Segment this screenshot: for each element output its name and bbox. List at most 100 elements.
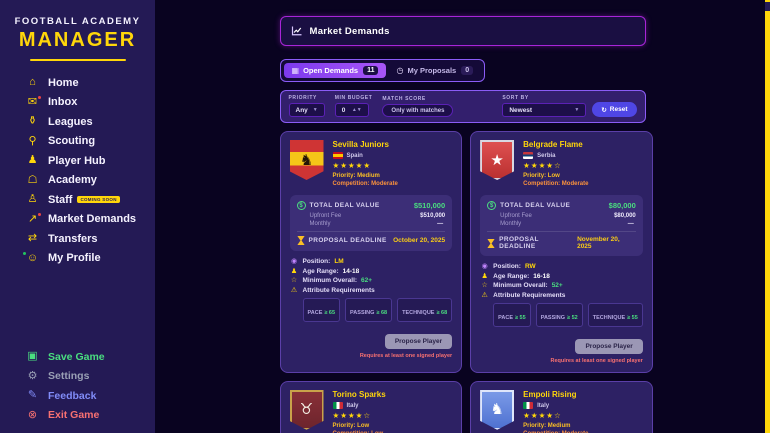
vertical-scrollbar[interactable] — [765, 0, 770, 433]
club-name: Belgrade Flame — [523, 140, 583, 149]
total-value: $510,000 — [413, 201, 446, 211]
country-flag — [523, 402, 534, 410]
club-header: ♞ Sevilla Juniors Spain ★★★★★ Priority: … — [289, 140, 453, 188]
signed-player-requirement-note: Requires at least one signed player — [359, 352, 453, 359]
deal-value-panel: $ TOTAL DEAL VALUE $80,000 Upfront Fee $… — [480, 195, 643, 257]
star-icon: ☆ — [481, 282, 488, 290]
sidebar-item-label: Market Demands — [48, 213, 137, 226]
monthly-label: Monthly — [309, 221, 331, 228]
sidebar-item-label: Transfers — [48, 232, 98, 245]
country-flag — [332, 402, 343, 410]
attribute-requirements-label: Attribute Requirements — [493, 291, 566, 299]
sidebar-item-my-profile[interactable]: ☺ My Profile — [22, 249, 155, 269]
refresh-icon: ↻ — [601, 106, 607, 114]
main-content: Market Demands ▦ Open Demands 11 ◷ My Pr… — [155, 0, 770, 433]
chevron-down-icon: ▼ — [574, 107, 580, 113]
reset-label: Reset — [609, 106, 628, 113]
min-budget-filter-group: MIN BUDGET 0 ▲▼ — [334, 95, 373, 117]
competition-text: Competition: Moderate — [523, 181, 589, 188]
inbox-notification-dot — [37, 94, 42, 100]
min-budget-input[interactable]: 0 ▲▼ — [334, 103, 369, 117]
sort-group: SORT BY Newest ▼ ↻ Reset — [502, 95, 637, 117]
tab-label: Open Demands — [303, 66, 359, 75]
club-name: Torino Sparks — [332, 389, 386, 399]
position-pin-icon: ◉ — [290, 258, 298, 266]
club-star-rating: ★★★★☆ — [523, 410, 562, 420]
players-icon: ♟ — [27, 154, 38, 167]
priority-text: Priority: Medium — [332, 173, 380, 180]
country-flag — [332, 152, 343, 160]
competition-text: Competition: Moderate — [332, 181, 398, 188]
sidebar-item-label: My Profile — [48, 252, 101, 265]
sidebar-item-staff[interactable]: ♙ Staff COMING SOON — [26, 190, 155, 210]
sidebar-item-home[interactable]: ⌂ Home — [26, 73, 155, 93]
clock-icon: ◷ — [396, 65, 404, 75]
power-icon: ⊗ — [27, 408, 38, 421]
minimum-overall-value: 62+ — [361, 277, 373, 285]
crest-emblem-icon: ♉ — [299, 401, 314, 419]
tabs: ▦ Open Demands 11 ◷ My Proposals 0 — [279, 59, 486, 82]
sidebar-item-leagues[interactable]: ⚱ Leagues — [26, 112, 155, 132]
requirements-section: ◉ Position: LM ♟ Age Range: 14-18 ☆ Mini… — [290, 258, 453, 322]
sidebar-nav: ⌂ Home ✉ Inbox ⚱ Leagues ⚲ Scouting ♟ Pl… — [0, 73, 155, 268]
attribute-chip: PASSING ≥ 68 — [345, 297, 393, 322]
propose-player-button[interactable]: Propose Player — [384, 333, 453, 349]
monthly-value: — — [627, 221, 634, 228]
crest-emblem-icon: ♞ — [490, 401, 504, 419]
sidebar-item-label: Scouting — [48, 135, 96, 148]
trophy-icon: ⚱ — [27, 115, 38, 128]
open-demands-count-badge: 11 — [363, 66, 379, 75]
sidebar-item-scouting[interactable]: ⚲ Scouting — [26, 132, 155, 152]
save-game-label: Save Game — [48, 350, 105, 363]
attribute-chips: PACE ≥ 55 PASSING ≥ 52 TECHNIQUE ≥ 55 — [480, 302, 643, 327]
market-notification-dot — [37, 211, 42, 217]
country-flag — [523, 152, 534, 160]
only-with-matches-toggle[interactable]: Only with matches — [382, 104, 454, 117]
age-range-value: 14-18 — [342, 267, 360, 275]
propose-player-button[interactable]: Propose Player — [575, 338, 643, 354]
tab-open-demands[interactable]: ▦ Open Demands 11 — [283, 63, 387, 78]
sidebar-item-player-hub[interactable]: ♟ Player Hub — [26, 151, 155, 171]
club-header: ♉ Torino Sparks Italy ★★★★☆ Priority: Lo… — [289, 389, 453, 433]
sidebar-item-transfers[interactable]: ⇄ Transfers — [26, 229, 155, 249]
scrollbar-thumb[interactable] — [765, 2, 770, 11]
priority-select[interactable]: Any ▼ — [288, 103, 325, 117]
save-game-button[interactable]: ▣ Save Game — [26, 347, 105, 367]
club-name: Empoli Rising — [523, 389, 577, 399]
divider — [487, 231, 636, 233]
monthly-value: — — [437, 221, 444, 228]
crest-emblem-icon: ★ — [490, 151, 504, 169]
demand-card: ♉ Torino Sparks Italy ★★★★☆ Priority: Lo… — [279, 380, 463, 433]
sort-select[interactable]: Newest ▼ — [502, 103, 587, 117]
market-demands-chart-icon — [291, 26, 301, 36]
minimum-overall-label: Minimum Overall: — [302, 277, 358, 285]
graduation-cap-icon: ☖ — [27, 173, 38, 186]
club-crest: ★ — [480, 140, 515, 180]
star-icon: ☆ — [290, 277, 298, 285]
reset-filters-button[interactable]: ↻ Reset — [592, 102, 637, 117]
settings-button[interactable]: ⚙ Settings — [26, 367, 105, 387]
min-budget-filter-label: MIN BUDGET — [334, 95, 373, 101]
proposal-deadline-date: October 20, 2025 — [393, 237, 446, 245]
minimum-overall-value: 52+ — [551, 282, 563, 290]
list-icon: ▦ — [291, 65, 300, 75]
club-header: ♞ Empoli Rising Italy ★★★★☆ Priority: Me… — [480, 389, 643, 433]
sidebar-item-inbox[interactable]: ✉ Inbox — [26, 93, 155, 113]
sidebar-item-market-demands[interactable]: ↗ Market Demands — [26, 210, 155, 230]
exit-game-button[interactable]: ⊗ Exit Game — [26, 406, 105, 426]
brand-line1: FOOTBALL ACADEMY — [14, 16, 141, 27]
exit-game-label: Exit Game — [48, 409, 100, 422]
page-title: Market Demands — [309, 25, 390, 37]
attribute-chip: PACE ≥ 65 — [302, 297, 341, 322]
my-proposals-count-badge: 0 — [461, 66, 474, 75]
position-label: Position: — [302, 258, 331, 266]
position-pin-icon: ◉ — [481, 263, 488, 271]
priority-text: Priority: Medium — [523, 422, 571, 429]
coming-soon-badge: COMING SOON — [77, 196, 120, 204]
upfront-fee-label: Upfront Fee — [309, 212, 342, 219]
tab-my-proposals[interactable]: ◷ My Proposals 0 — [388, 63, 481, 78]
feedback-button[interactable]: ✎ Feedback — [26, 386, 105, 406]
proposal-deadline-label: PROPOSAL DEADLINE — [308, 237, 387, 245]
age-icon: ♟ — [481, 272, 488, 280]
sidebar-item-academy[interactable]: ☖ Academy — [26, 171, 155, 191]
